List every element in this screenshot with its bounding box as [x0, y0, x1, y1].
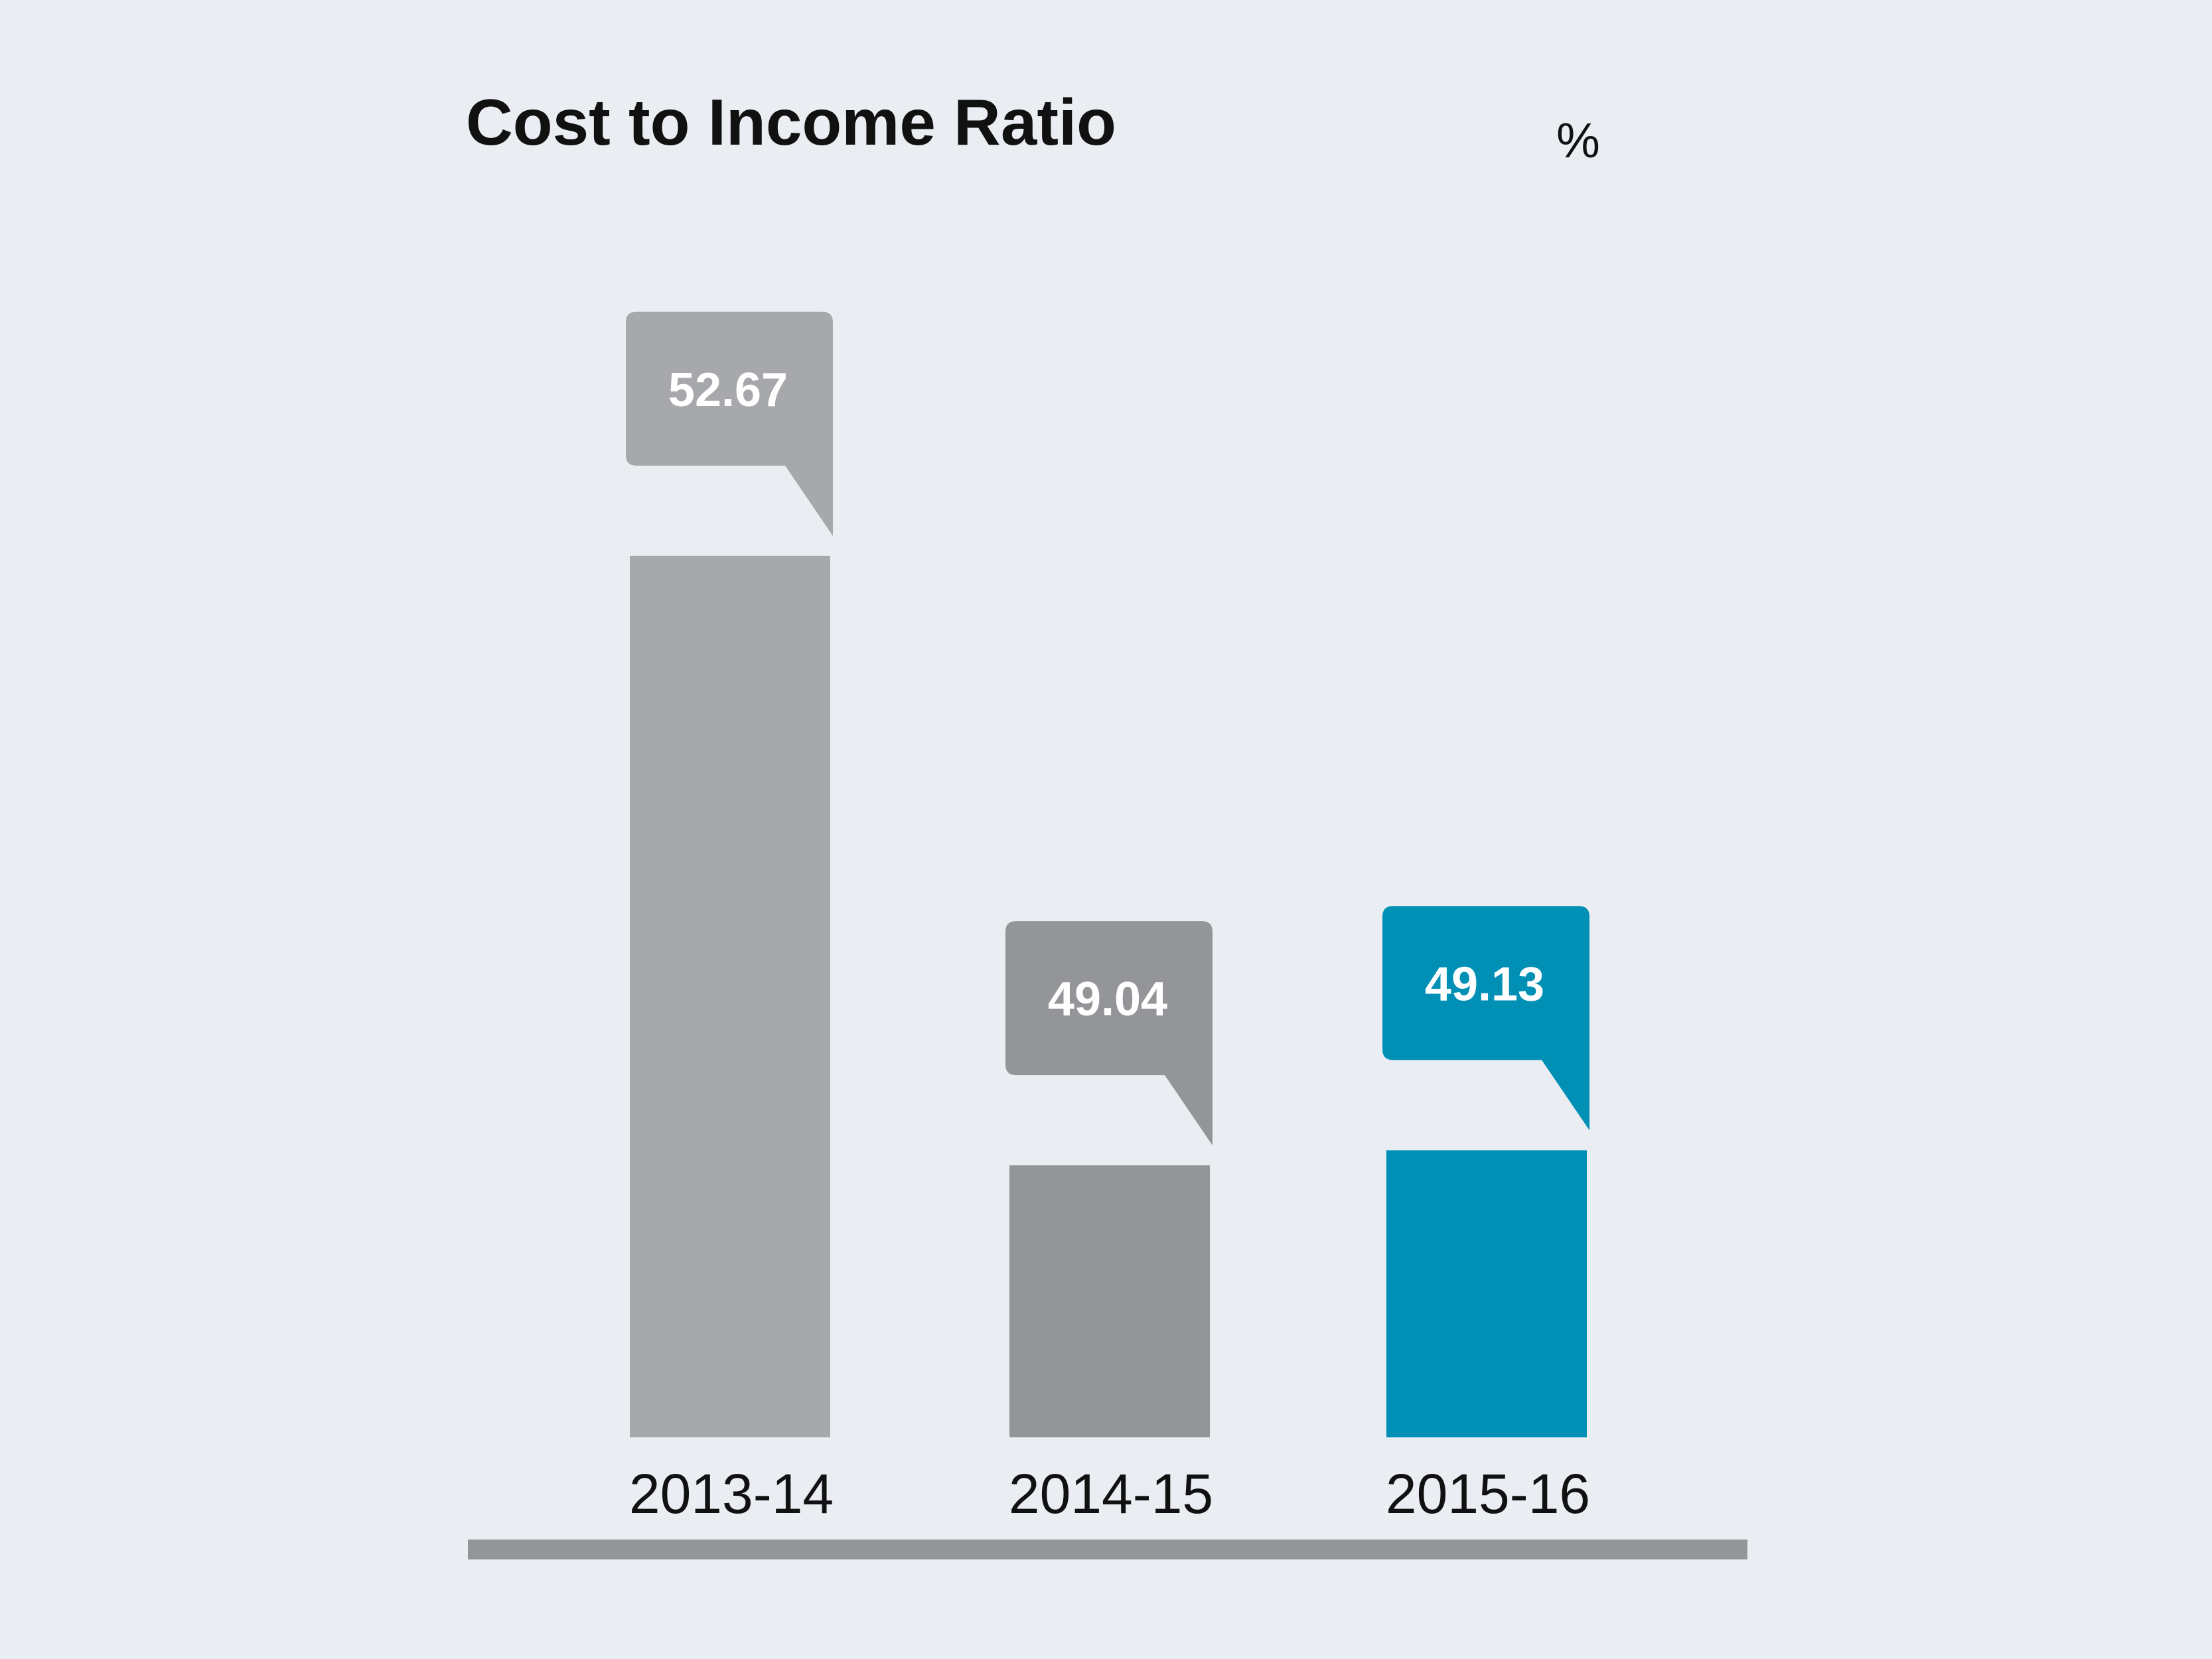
chart-baseline [468, 1540, 1747, 1559]
bar-2013-14 [630, 555, 830, 1437]
unit-label: % [1556, 113, 1600, 168]
data-label-2014-15: 49.04 [1048, 973, 1167, 1026]
data-label-2015-16: 49.13 [1425, 958, 1544, 1011]
chart-title: Cost to Income Ratio [466, 86, 1116, 159]
bar-2014-15 [1009, 1165, 1210, 1437]
value-callout-2013-14 [626, 311, 833, 536]
category-label-2013-14: 2013-14 [629, 1463, 834, 1525]
category-label-2014-15: 2014-15 [1009, 1463, 1213, 1525]
category-label-2015-16: 2015-16 [1386, 1463, 1590, 1525]
data-label-2013-14: 52.67 [668, 364, 788, 417]
value-callout-2015-16 [1382, 906, 1589, 1131]
bar-2015-16 [1386, 1150, 1587, 1437]
value-callout-2014-15 [1005, 921, 1213, 1146]
bars-layer: 52.67 2013-14 49.04 2014-15 49.13 2015-16 [626, 311, 1590, 1525]
